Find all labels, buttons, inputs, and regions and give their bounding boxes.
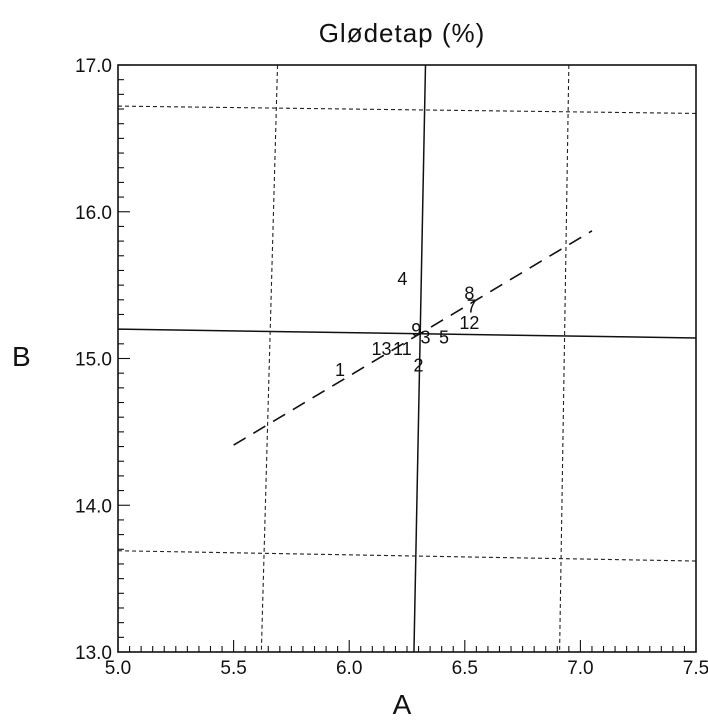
x-tick-label: 7.0 — [567, 658, 593, 679]
x-tick-label: 6.0 — [336, 658, 362, 679]
fit-line — [233, 230, 593, 446]
data-point-9: 9 — [411, 320, 421, 340]
y-tick-label: 15.0 — [75, 350, 112, 371]
reference-line-dotted-3 — [117, 105, 697, 114]
data-point-8: 8 — [464, 283, 474, 303]
ticks: 5.0 5.5 6.0 6.5 7.0 7.5 13.0 14.0 15.0 16.0 17.0 — [75, 56, 708, 679]
x-axis-title: A — [393, 689, 412, 720]
reference-line-dotted-4 — [117, 550, 697, 562]
reference-line-solid-1 — [413, 64, 427, 653]
reference-line-solid-2 — [117, 328, 697, 339]
reference-line-dotted-1 — [260, 64, 279, 653]
y-tick-label: 14.0 — [75, 496, 112, 517]
data-point-5: 5 — [439, 327, 449, 347]
data-point-12: 12 — [459, 313, 479, 333]
x-tick-label: 5.0 — [105, 658, 131, 679]
reference-line-dotted-2 — [559, 64, 570, 653]
x-tick-label: 5.5 — [220, 658, 246, 679]
y-tick-label: 13.0 — [75, 643, 112, 664]
fit-line-group — [233, 230, 593, 446]
data-point-11: 11 — [393, 339, 412, 359]
data-point-3: 3 — [420, 327, 430, 347]
y-tick-label: 16.0 — [75, 203, 112, 224]
x-tick-label: 6.5 — [452, 658, 478, 679]
y-tick-label: 17.0 — [75, 56, 112, 77]
data-point-1: 1 — [335, 360, 345, 380]
data-point-7: 7 — [467, 297, 477, 317]
data-point-2: 2 — [414, 355, 424, 375]
reference-lines — [117, 64, 697, 653]
data-point-4: 4 — [397, 269, 407, 289]
data-point-13: 13 — [372, 339, 392, 359]
x-tick-label: 7.5 — [683, 658, 708, 679]
chart-title: Glødetap (%) — [319, 18, 486, 48]
y-axis-title: B — [12, 341, 31, 372]
